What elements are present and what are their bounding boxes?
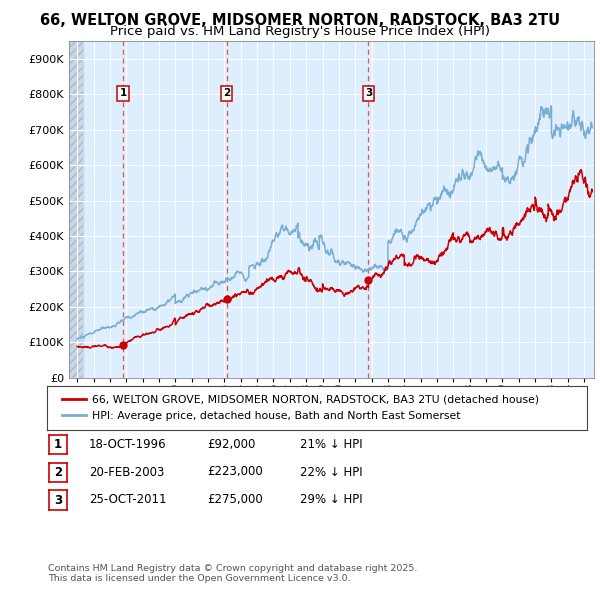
Text: 2: 2 bbox=[54, 466, 62, 479]
Text: 22% ↓ HPI: 22% ↓ HPI bbox=[300, 466, 362, 478]
Text: 1: 1 bbox=[54, 438, 62, 451]
Text: 25-OCT-2011: 25-OCT-2011 bbox=[89, 493, 166, 506]
Text: 3: 3 bbox=[54, 493, 62, 507]
Text: 21% ↓ HPI: 21% ↓ HPI bbox=[300, 438, 362, 451]
Bar bbox=[69, 41, 83, 378]
Text: 29% ↓ HPI: 29% ↓ HPI bbox=[300, 493, 362, 506]
Text: 66, WELTON GROVE, MIDSOMER NORTON, RADSTOCK, BA3 2TU: 66, WELTON GROVE, MIDSOMER NORTON, RADST… bbox=[40, 13, 560, 28]
Text: 20-FEB-2003: 20-FEB-2003 bbox=[89, 466, 164, 478]
Text: Contains HM Land Registry data © Crown copyright and database right 2025.
This d: Contains HM Land Registry data © Crown c… bbox=[48, 563, 418, 583]
Text: 2: 2 bbox=[223, 88, 230, 99]
Bar bbox=[69, 41, 83, 378]
Text: Price paid vs. HM Land Registry's House Price Index (HPI): Price paid vs. HM Land Registry's House … bbox=[110, 25, 490, 38]
Text: 18-OCT-1996: 18-OCT-1996 bbox=[89, 438, 166, 451]
Text: £92,000: £92,000 bbox=[207, 438, 256, 451]
Legend: 66, WELTON GROVE, MIDSOMER NORTON, RADSTOCK, BA3 2TU (detached house), HPI: Aver: 66, WELTON GROVE, MIDSOMER NORTON, RADST… bbox=[58, 391, 544, 425]
Text: £275,000: £275,000 bbox=[207, 493, 263, 506]
Text: 3: 3 bbox=[365, 88, 372, 99]
Text: 1: 1 bbox=[119, 88, 127, 99]
Text: £223,000: £223,000 bbox=[207, 466, 263, 478]
